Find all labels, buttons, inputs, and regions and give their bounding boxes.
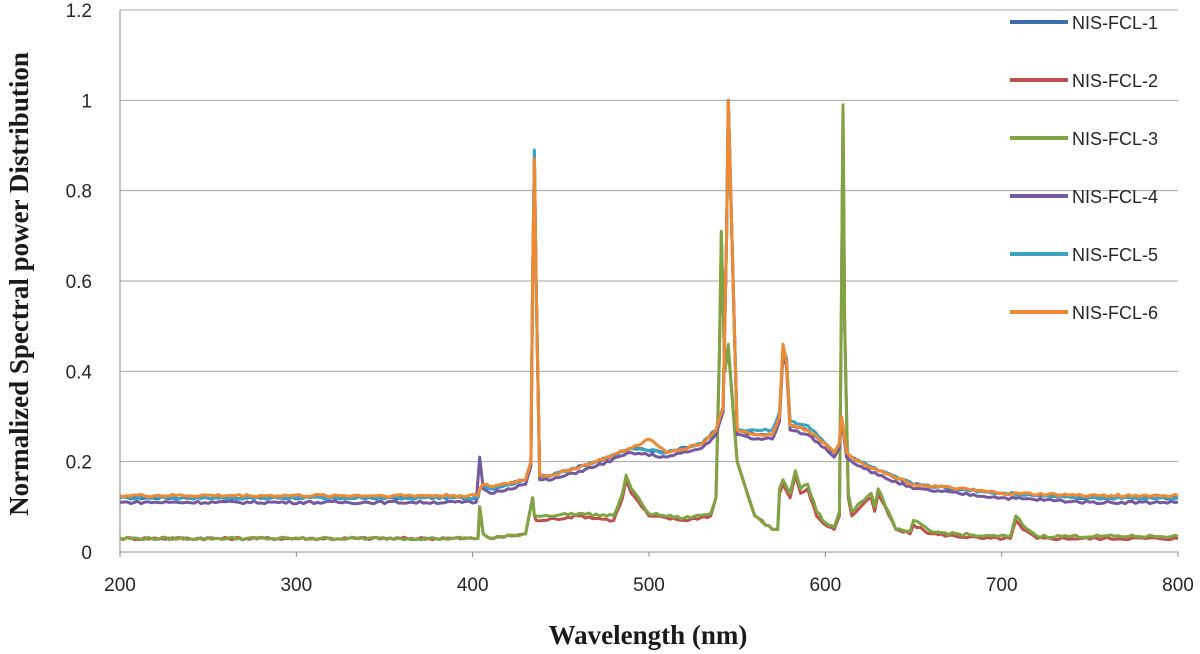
series-line-2	[119, 107, 1179, 542]
y-axis-ticks: 0 0.2 0.4 0.6 0.8 1 1.2	[66, 1, 93, 564]
x-tick-label: 500	[633, 575, 665, 596]
y-tick-label: 1	[81, 91, 92, 112]
y-tick-label: 0.8	[66, 182, 92, 203]
legend-label-2: NIS-FCL-2	[1072, 71, 1158, 91]
x-tick-label: 400	[457, 575, 489, 596]
series-lines	[119, 98, 1179, 542]
legend-label-3: NIS-FCL-3	[1072, 129, 1158, 149]
x-tick-label: 700	[986, 575, 1018, 596]
y-axis-label: Normalized Spectral power Distribution	[4, 52, 34, 516]
legend-label-1: NIS-FCL-1	[1072, 13, 1158, 33]
x-tick-label: 600	[809, 575, 841, 596]
y-tick-label: 0.6	[66, 272, 92, 293]
y-tick-label: 0	[81, 543, 92, 564]
y-tick-label: 0.2	[66, 453, 92, 474]
x-axis-ticks: 200 300 400 500 600 700 800	[104, 552, 1194, 596]
y-tick-label: 0.4	[66, 362, 93, 383]
series-line-3	[119, 103, 1179, 542]
x-tick-label: 800	[1162, 575, 1194, 596]
series-line-4	[119, 98, 1179, 506]
gridlines	[120, 9, 1178, 553]
legend-label-6: NIS-FCL-6	[1072, 303, 1158, 323]
y-tick-label: 1.2	[66, 1, 92, 22]
legend-label-5: NIS-FCL-5	[1072, 245, 1158, 265]
x-axis-label: Wavelength (nm)	[549, 620, 748, 650]
x-tick-label: 200	[104, 575, 136, 596]
legend-label-4: NIS-FCL-4	[1072, 187, 1158, 207]
legend: NIS-FCL-1 NIS-FCL-2 NIS-FCL-3 NIS-FCL-4 NIS-…	[1010, 13, 1158, 323]
x-tick-label: 300	[280, 575, 312, 596]
series-line-6	[119, 98, 1179, 499]
